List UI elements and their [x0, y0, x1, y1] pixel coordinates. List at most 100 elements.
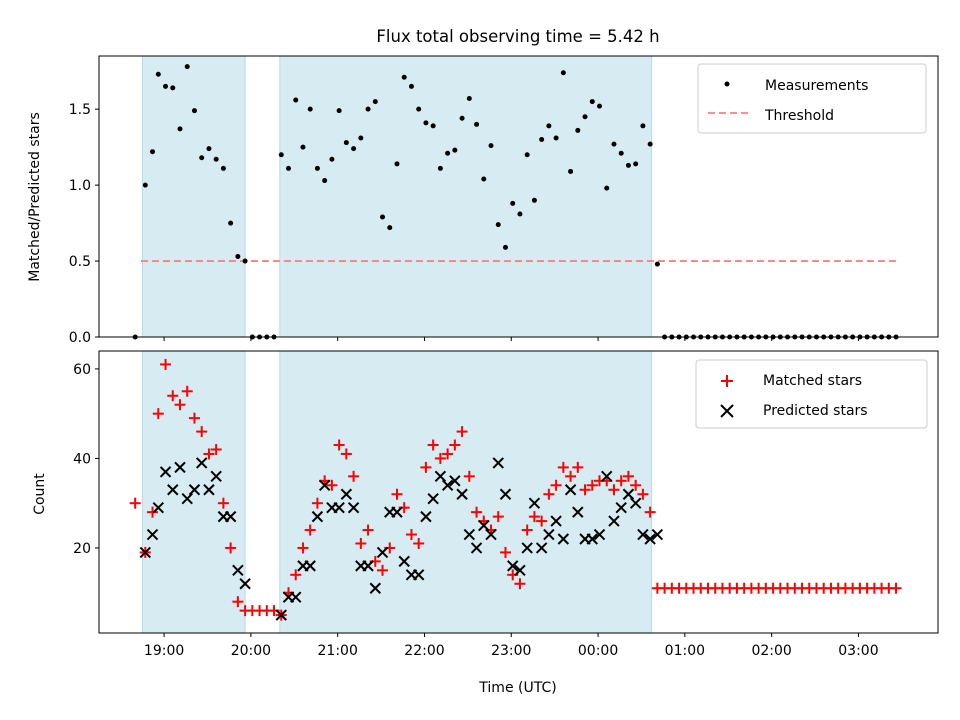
- measurement-point: [625, 162, 631, 168]
- predicted-star-marker: [347, 501, 360, 514]
- matched-star-marker: [644, 506, 656, 518]
- matched-star-marker: [362, 524, 374, 536]
- measurement-point: [553, 135, 559, 141]
- predicted-star-marker: [369, 582, 381, 594]
- predicted-star-marker: [304, 560, 316, 572]
- matched-star-marker: [304, 524, 316, 536]
- predicted-star-marker: [528, 497, 541, 509]
- predicted-star-marker: [478, 519, 490, 532]
- predicted-star-marker: [608, 515, 620, 527]
- matched-star-marker: [449, 439, 461, 451]
- measurement-point: [640, 123, 646, 129]
- measurement-point: [575, 127, 581, 133]
- measurement-point: [546, 123, 552, 129]
- measurement-point: [329, 156, 335, 162]
- matched-star-markers: [129, 358, 902, 621]
- top-legend: Measurements Threshold: [697, 63, 927, 134]
- predicted-star-marker: [470, 542, 483, 554]
- measurement-point: [285, 165, 291, 171]
- predicted-star-marker: [637, 528, 649, 541]
- predicted-star-marker: [543, 528, 555, 541]
- legend-measurements-label: Measurements: [765, 78, 868, 94]
- top-legend-box: [697, 63, 927, 134]
- measurement-point: [633, 161, 639, 167]
- matched-star-marker: [586, 479, 598, 491]
- matched-star-marker: [608, 484, 620, 496]
- matched-star-marker: [521, 524, 533, 536]
- predicted-star-marker: [398, 555, 410, 568]
- measurement-point: [459, 115, 465, 121]
- measurement-point: [351, 146, 357, 152]
- predicted-star-marker: [146, 528, 159, 541]
- matched-star-marker: [297, 542, 309, 554]
- predicted-star-marker: [239, 578, 251, 590]
- predicted-star-marker: [644, 533, 656, 545]
- matched-star-marker: [622, 470, 634, 482]
- predicted-star-marker: [550, 515, 562, 527]
- predicted-star-marker: [159, 466, 172, 478]
- matched-star-marker: [442, 448, 454, 460]
- bottom-legend-box: [695, 359, 928, 429]
- measurement-point: [524, 152, 530, 158]
- matched-star-marker: [188, 412, 200, 424]
- predicted-star-marker: [333, 501, 345, 514]
- x-axis-label: Time (UTC): [478, 680, 556, 696]
- bottom-panel: 20 40 60 19:00 20:00 21:00 22:00 23:00 00:00 01:…: [32, 350, 939, 696]
- measurement-point: [372, 99, 378, 105]
- top-y-tick-label: 0.5: [69, 254, 91, 270]
- measurement-point: [170, 85, 176, 91]
- measurement-point: [365, 106, 371, 112]
- predicted-star-marker: [586, 533, 598, 545]
- matched-star-marker: [615, 475, 627, 487]
- matched-star-marker: [167, 390, 179, 402]
- measurement-point: [654, 261, 660, 267]
- top-panel: 0.0 0.5 1.0 1.5 Flux total observing time =…: [27, 27, 939, 346]
- predicted-star-markers: [139, 457, 664, 621]
- matched-star-marker: [326, 479, 338, 491]
- matched-star-marker: [420, 461, 432, 473]
- measurement-point: [213, 156, 219, 162]
- legend-threshold-label: Threshold: [764, 108, 834, 124]
- matched-star-marker: [203, 448, 215, 460]
- measurement-point: [597, 103, 603, 109]
- top-y-tick-label: 1.5: [69, 102, 91, 118]
- bottom-x-ticks: 19:00 20:00 21:00 22:00 23:00 00:00 01:00 02:00…: [144, 633, 879, 659]
- measurement-point: [401, 74, 407, 80]
- matched-star-marker: [129, 497, 141, 509]
- x-tick-label: 00:00: [578, 643, 618, 659]
- matched-star-marker: [579, 484, 591, 496]
- x-tick-label: 02:00: [751, 643, 791, 659]
- measurement-point: [177, 126, 183, 132]
- measurement-point: [199, 155, 205, 161]
- measurement-point: [300, 144, 306, 150]
- predicted-star-marker: [195, 457, 208, 469]
- predicted-star-marker: [485, 528, 497, 541]
- matched-star-marker: [340, 448, 352, 460]
- measurement-point: [611, 141, 617, 147]
- measurement-point: [539, 137, 545, 143]
- matched-star-marker: [463, 470, 475, 482]
- x-tick-label: 21:00: [318, 643, 358, 659]
- matched-star-marker: [536, 515, 548, 527]
- x-tick-label: 23:00: [491, 643, 531, 659]
- legend-matched-label: Matched stars: [763, 373, 862, 389]
- predicted-star-marker: [203, 484, 215, 496]
- predicted-star-marker: [499, 488, 512, 500]
- measurement-point: [150, 149, 156, 155]
- shaded-interval-1: [141, 55, 246, 338]
- x-tick-label: 19:00: [144, 643, 184, 659]
- measurement-point: [604, 185, 610, 191]
- measurement-point: [293, 97, 299, 103]
- bottom-y-ticks: 20 40 60: [73, 362, 99, 557]
- matched-star-marker: [630, 479, 642, 491]
- measurement-point: [589, 99, 595, 105]
- measurement-point: [474, 121, 480, 127]
- predicted-star-marker: [152, 501, 165, 514]
- matched-star-marker: [492, 511, 504, 523]
- matched-star-marker: [514, 578, 526, 590]
- x-tick-label: 01:00: [665, 643, 705, 659]
- measurement-point: [437, 165, 443, 171]
- predicted-star-marker: [139, 546, 151, 559]
- measurement-point: [380, 214, 386, 220]
